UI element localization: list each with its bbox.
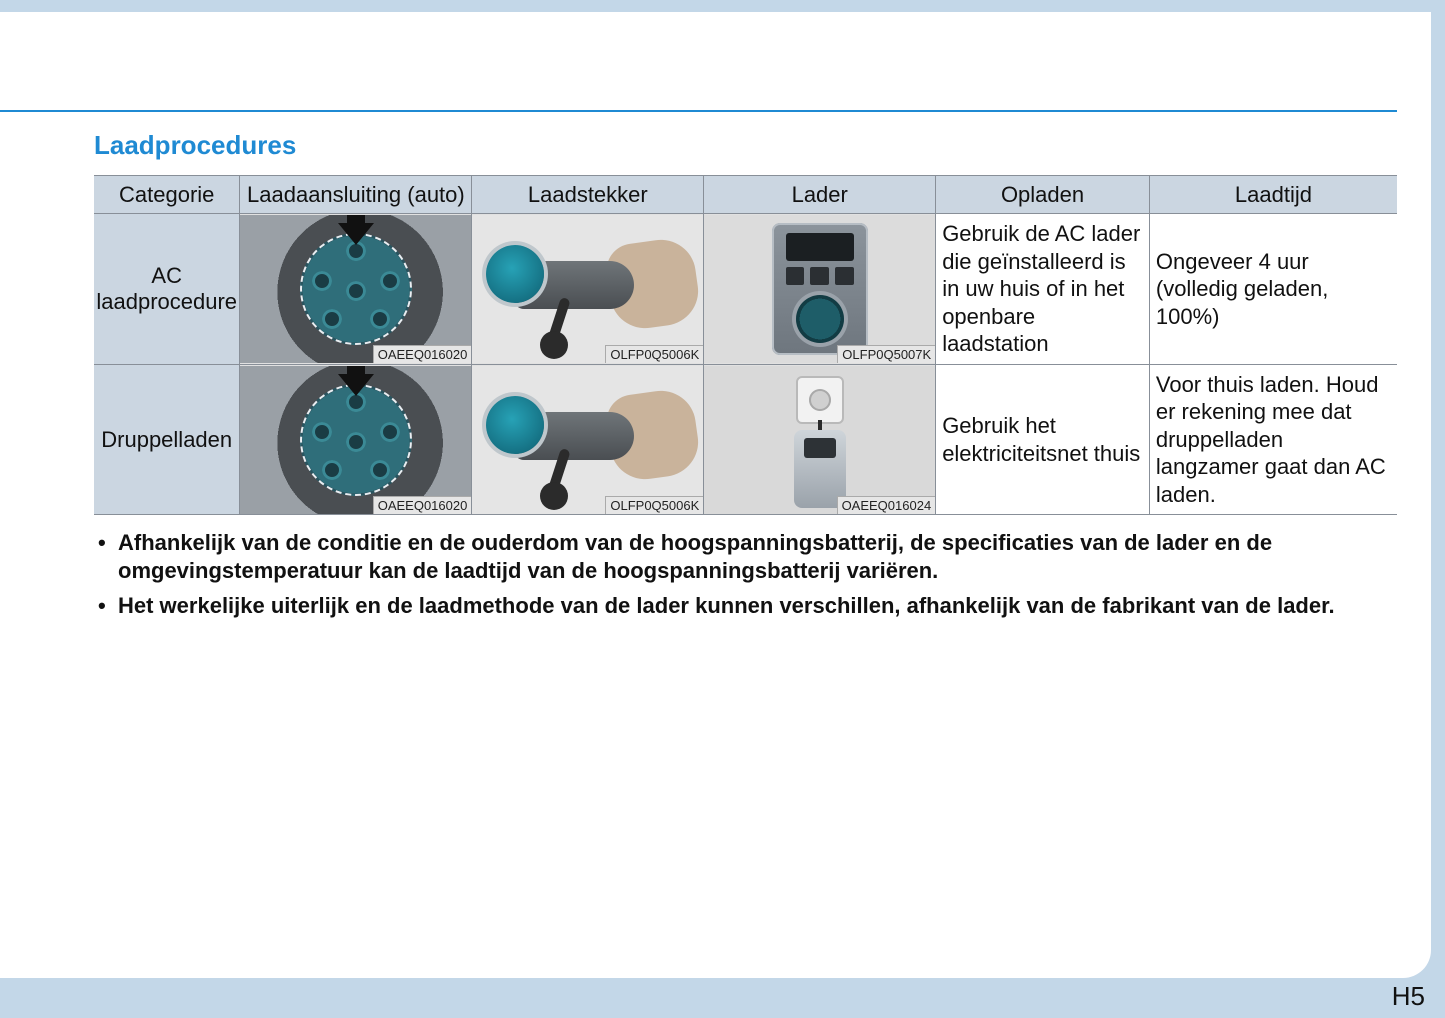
plug-illustration: OLFP0Q5006K (472, 366, 703, 514)
down-arrow-icon (338, 223, 374, 245)
image-caption: OAEEQ016020 (373, 345, 472, 363)
cell-inlet: OAEEQ016020 (240, 214, 472, 365)
col-category: Categorie (94, 176, 240, 214)
page-content: Laadprocedures Categorie Laadaansluiting… (94, 86, 1397, 620)
table-row: AC laadprocedure (94, 214, 1397, 365)
charging-procedures-table: Categorie Laadaansluiting (auto) Laadste… (94, 175, 1397, 515)
col-charger: Lader (704, 176, 936, 214)
cell-laadtijd: Ongeveer 4 uur (volledig geladen, 100%) (1149, 214, 1397, 365)
cell-charger: OLFP0Q5007K (704, 214, 936, 365)
cell-category: AC laadprocedure (94, 214, 240, 365)
cell-plug: OLFP0Q5006K (472, 364, 704, 515)
image-caption: OAEEQ016024 (837, 496, 936, 514)
image-caption: OLFP0Q5006K (605, 345, 703, 363)
cell-charger: OAEEQ016024 (704, 364, 936, 515)
inlet-illustration: OAEEQ016020 (240, 366, 471, 514)
cell-opladen: Gebruik het elektriciteitsnet thuis (936, 364, 1150, 515)
col-inlet: Laadaansluiting (auto) (240, 176, 472, 214)
col-laadtijd: Laadtijd (1149, 176, 1397, 214)
footnotes: Afhankelijk van de conditie en de ouderd… (94, 529, 1397, 619)
cell-category: Druppelladen (94, 364, 240, 515)
image-caption: OAEEQ016020 (373, 496, 472, 514)
col-plug: Laadstekker (472, 176, 704, 214)
cell-opladen: Gebruik de AC lader die geïnstalleerd is… (936, 214, 1150, 365)
table-header-row: Categorie Laadaansluiting (auto) Laadste… (94, 176, 1397, 214)
col-opladen: Opladen (936, 176, 1150, 214)
section-heading: Laadprocedures (94, 130, 1397, 161)
table-row: Druppelladen OA (94, 364, 1397, 515)
image-caption: OLFP0Q5007K (837, 345, 935, 363)
down-arrow-icon (338, 374, 374, 396)
image-caption: OLFP0Q5006K (605, 496, 703, 514)
footnote-item: Afhankelijk van de conditie en de ouderd… (94, 529, 1397, 585)
cell-laadtijd: Voor thuis laden. Houd er rekening mee d… (1149, 364, 1397, 515)
page-number: H5 (1392, 981, 1425, 1012)
home-outlet-illustration: OAEEQ016024 (704, 366, 935, 514)
wallbox-illustration: OLFP0Q5007K (704, 215, 935, 363)
footnote-item: Het werkelijke uiterlijk en de laadmetho… (94, 592, 1397, 620)
manual-page: Laadprocedures Categorie Laadaansluiting… (0, 12, 1431, 978)
cell-inlet: OAEEQ016020 (240, 364, 472, 515)
inlet-illustration: OAEEQ016020 (240, 215, 471, 363)
plug-illustration: OLFP0Q5006K (472, 215, 703, 363)
cell-plug: OLFP0Q5006K (472, 214, 704, 365)
